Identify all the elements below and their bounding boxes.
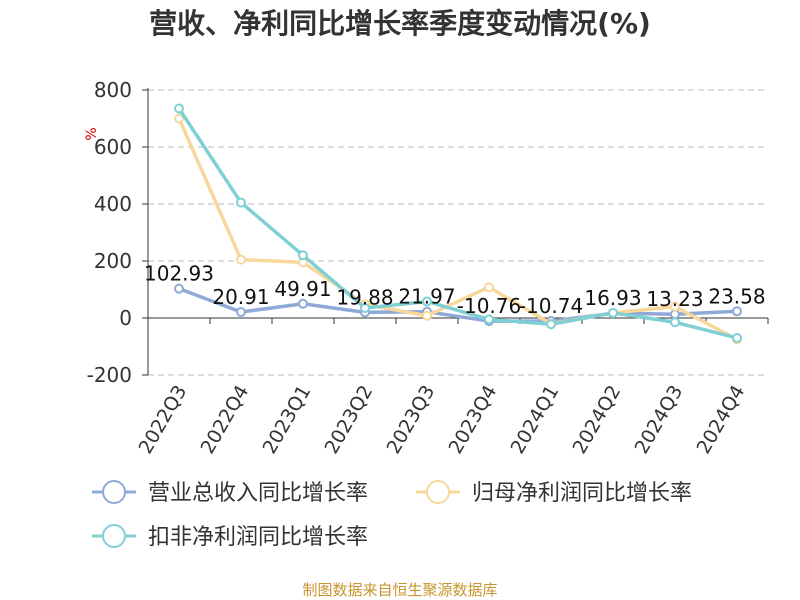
data-label: 102.93 bbox=[144, 262, 214, 286]
data-label: 21.97 bbox=[398, 285, 455, 309]
data-point bbox=[422, 310, 432, 321]
data-label: 20.91 bbox=[212, 285, 269, 309]
legend-marker bbox=[102, 480, 126, 504]
data-label: 13.23 bbox=[646, 287, 703, 311]
chart-title: 营收、净利同比增长率季度变动情况(%) bbox=[149, 7, 651, 40]
data-point bbox=[546, 319, 556, 330]
series-line bbox=[177, 107, 738, 340]
data-point bbox=[422, 296, 432, 307]
x-tick-label: 2024Q3 bbox=[631, 382, 688, 458]
x-tick-label: 2022Q4 bbox=[197, 382, 254, 458]
grid bbox=[148, 89, 768, 376]
y-tick-label: 800 bbox=[94, 78, 132, 102]
data-point bbox=[484, 282, 494, 293]
data-point bbox=[236, 307, 246, 318]
data-point bbox=[670, 317, 680, 328]
data-label: 16.93 bbox=[584, 286, 641, 310]
legend-label: 归母净利润同比增长率 bbox=[472, 481, 692, 506]
data-label: 19.88 bbox=[336, 285, 393, 309]
series-line bbox=[178, 287, 738, 323]
data-point bbox=[608, 307, 618, 318]
data-point bbox=[732, 306, 742, 317]
y-unit-label: % bbox=[84, 127, 100, 140]
y-tick-label: 200 bbox=[94, 249, 132, 273]
x-tick-label: 2023Q4 bbox=[445, 382, 502, 458]
y-tick-label: 0 bbox=[119, 306, 132, 330]
x-tick-label: 2024Q1 bbox=[507, 382, 564, 458]
legend-label: 营业总收入同比增长率 bbox=[148, 481, 368, 506]
legend-marker bbox=[102, 524, 126, 548]
legend-item: 扣非净利润同比增长率 bbox=[92, 524, 368, 550]
data-point bbox=[298, 250, 308, 261]
data-point bbox=[174, 283, 184, 294]
x-tick-label: 2024Q4 bbox=[693, 382, 750, 458]
data-point bbox=[670, 301, 680, 312]
data-label: -10.76 bbox=[457, 294, 521, 318]
y-tick-label: -200 bbox=[87, 363, 132, 387]
data-point bbox=[298, 298, 308, 309]
data-point bbox=[360, 303, 370, 314]
x-tick-label: 2023Q1 bbox=[259, 382, 316, 458]
data-label: 49.91 bbox=[274, 277, 331, 301]
data-point bbox=[236, 254, 246, 265]
data-label: 23.58 bbox=[708, 284, 765, 308]
legend-item: 营业总收入同比增长率 bbox=[92, 480, 368, 506]
series-lines bbox=[174, 103, 742, 345]
data-point bbox=[236, 197, 246, 208]
y-tick-label: 600 bbox=[94, 135, 132, 159]
legend-marker bbox=[426, 480, 450, 504]
data-point bbox=[732, 332, 742, 343]
data-label: -10.74 bbox=[519, 294, 583, 318]
x-tick-label: 2023Q2 bbox=[321, 382, 378, 458]
data-point bbox=[174, 113, 184, 124]
legend-item: 归母净利润同比增长率 bbox=[416, 480, 692, 506]
x-tick-label: 2024Q2 bbox=[569, 382, 626, 458]
source-note: 制图数据来自恒生聚源数据库 bbox=[302, 581, 497, 599]
y-tick-label: 400 bbox=[94, 192, 132, 216]
legend-label: 扣非净利润同比增长率 bbox=[148, 525, 368, 550]
data-point bbox=[174, 103, 184, 114]
x-tick-label: 2022Q3 bbox=[135, 382, 192, 458]
series-line bbox=[177, 117, 738, 341]
x-tick-label: 2023Q3 bbox=[383, 382, 440, 458]
data-point bbox=[484, 314, 494, 325]
